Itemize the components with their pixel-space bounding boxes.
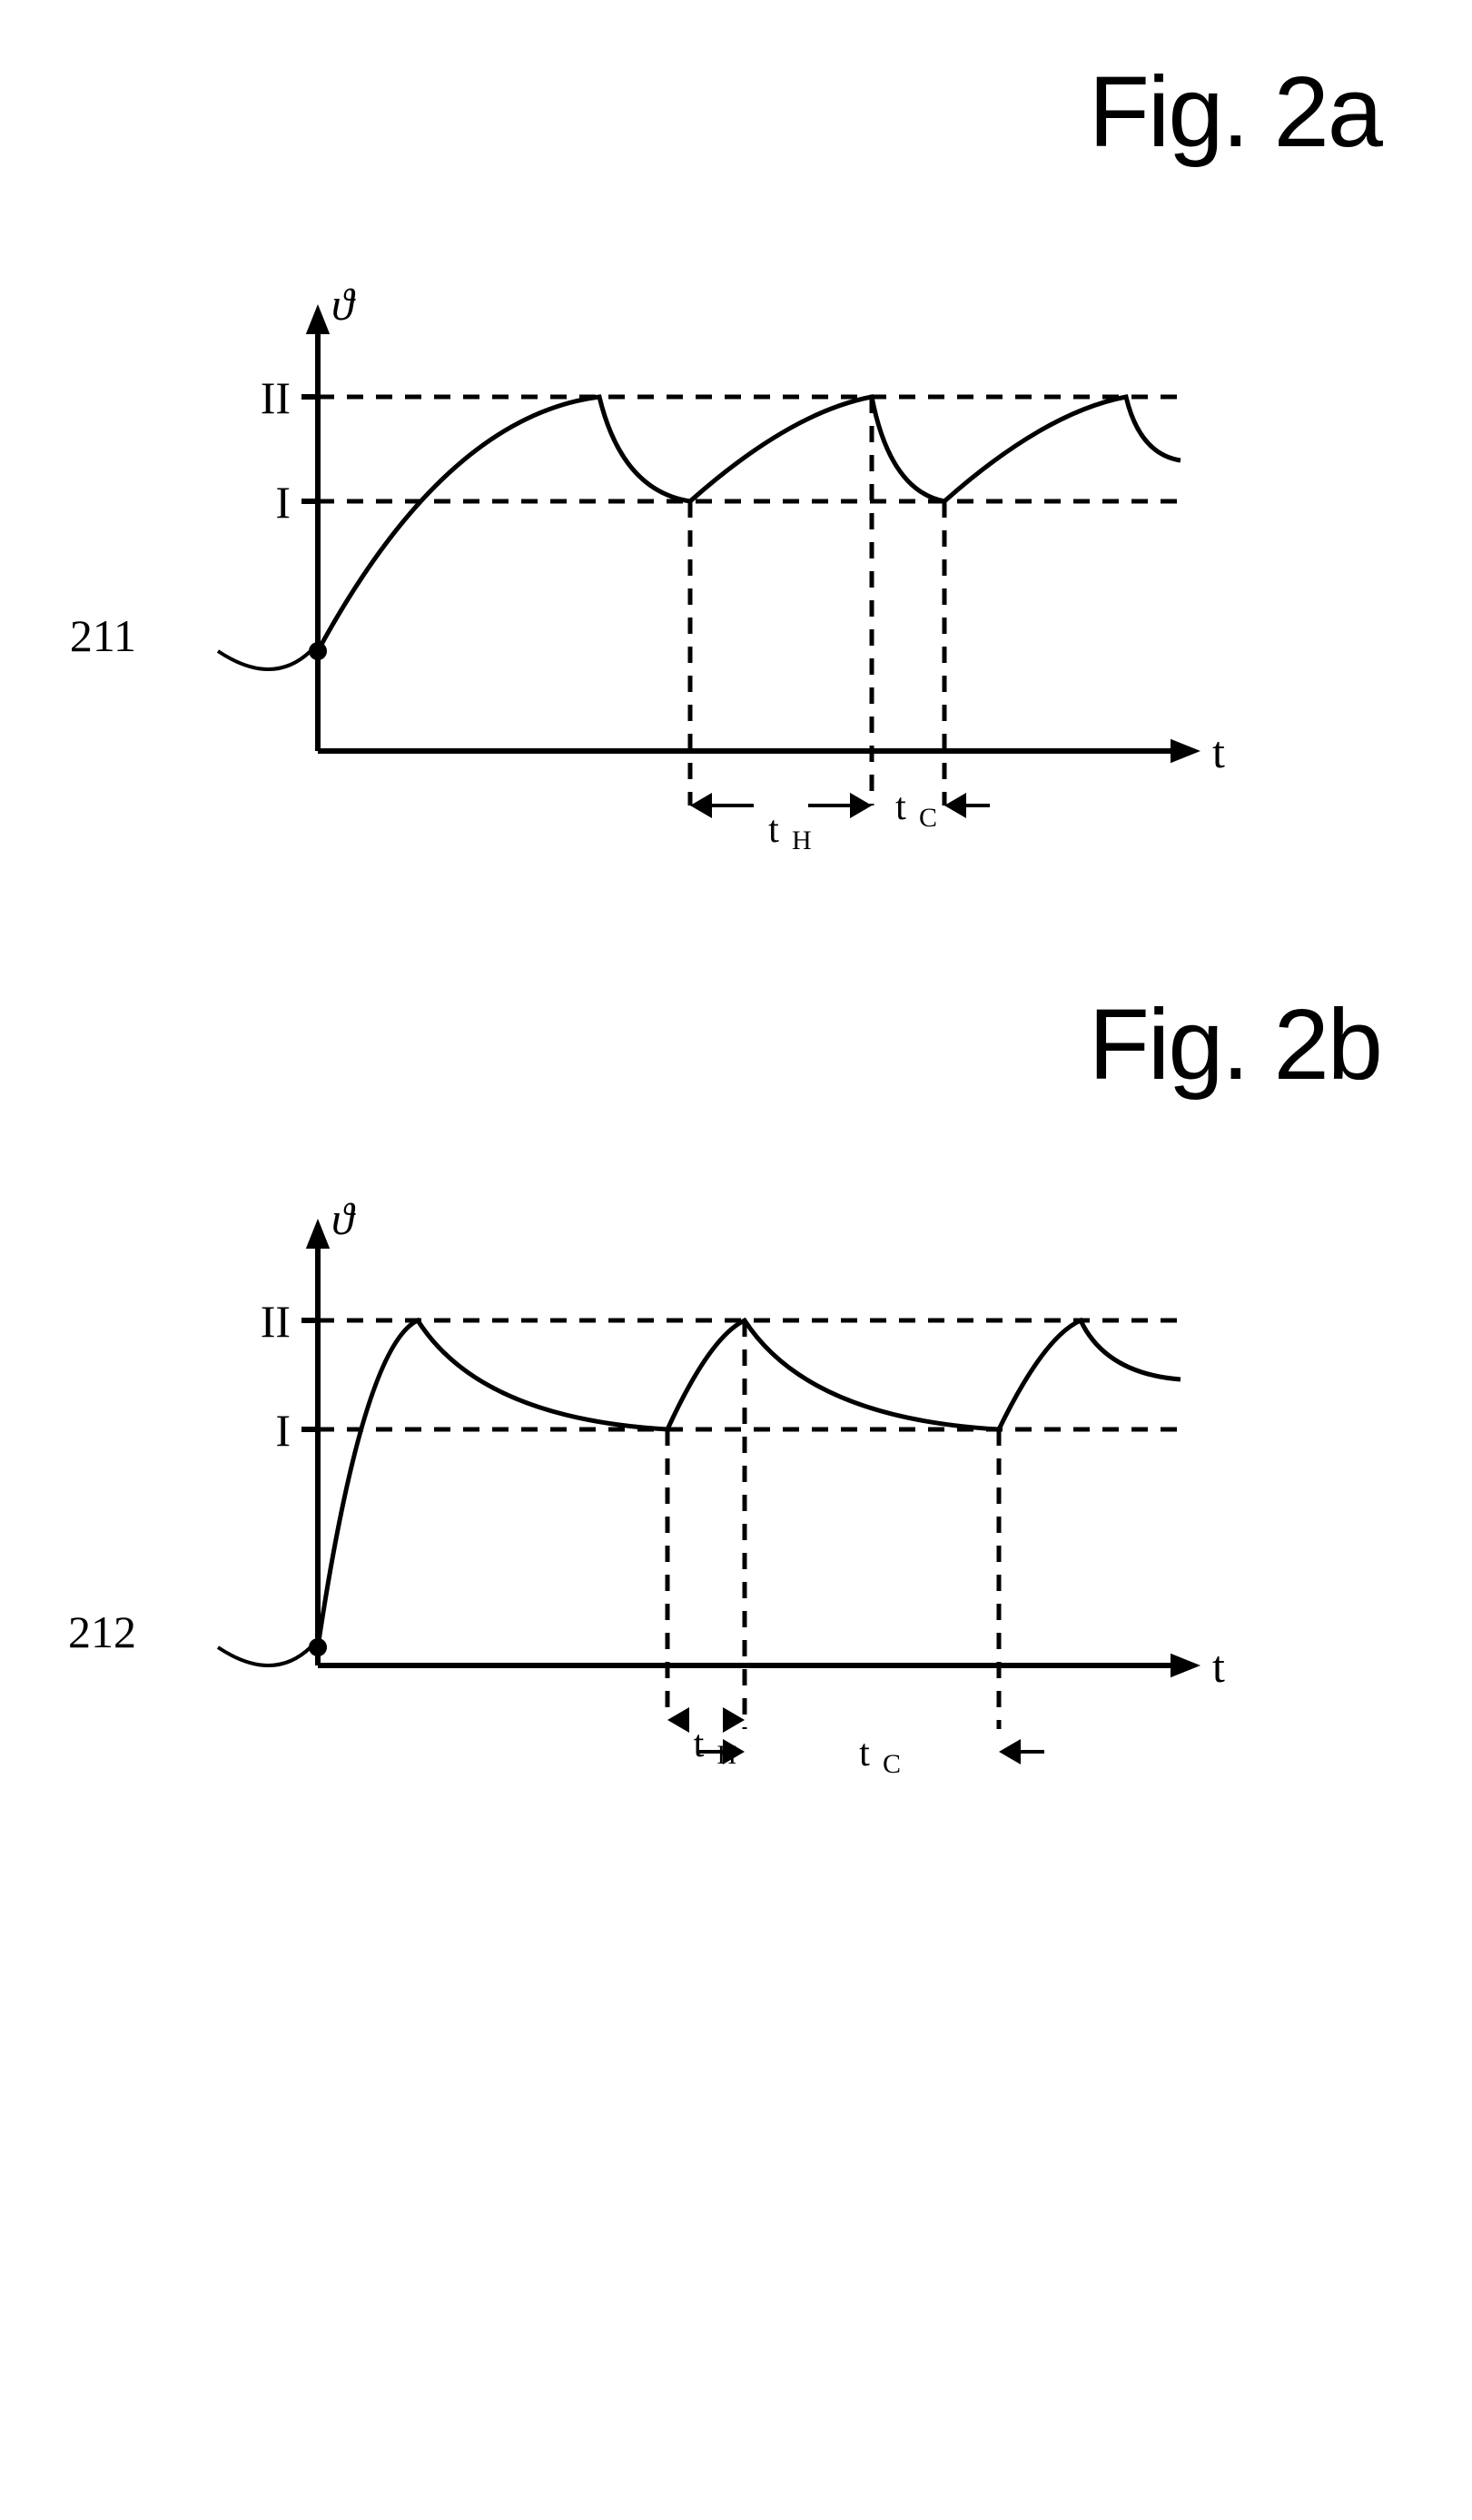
- svg-text:t: t: [768, 809, 779, 851]
- svg-text:212: 212: [68, 1606, 136, 1657]
- figure-b-title: Fig. 2b: [36, 987, 1381, 1102]
- svg-text:t: t: [694, 1724, 705, 1765]
- svg-text:II: II: [261, 372, 291, 423]
- figure-a-title: Fig. 2a: [36, 54, 1381, 170]
- svg-text:t: t: [895, 786, 906, 828]
- svg-text:I: I: [275, 1405, 291, 1456]
- svg-text:H: H: [792, 825, 812, 855]
- svg-text:211: 211: [70, 610, 136, 661]
- svg-text:II: II: [261, 1296, 291, 1347]
- svg-text:t: t: [1212, 1641, 1225, 1692]
- svg-text:t: t: [859, 1733, 870, 1774]
- svg-text:C: C: [919, 803, 937, 833]
- svg-text:C: C: [883, 1749, 901, 1779]
- svg-text:t: t: [1212, 726, 1225, 777]
- svg-text:ϑ: ϑ: [331, 279, 356, 330]
- chart-b: ϑtIII212tHtC: [36, 1157, 1436, 1811]
- svg-text:ϑ: ϑ: [331, 1193, 356, 1244]
- svg-text:I: I: [275, 477, 291, 528]
- chart-a: ϑtIII211tHtC: [36, 224, 1436, 878]
